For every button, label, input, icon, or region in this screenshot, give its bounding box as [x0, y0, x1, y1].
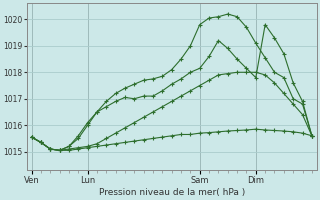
X-axis label: Pression niveau de la mer( hPa ): Pression niveau de la mer( hPa )	[99, 188, 245, 197]
